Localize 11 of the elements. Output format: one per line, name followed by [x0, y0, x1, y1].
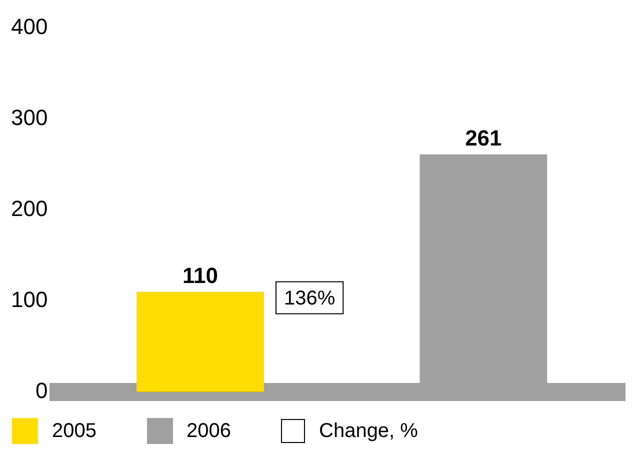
- y-tick-label: 300: [10, 105, 48, 130]
- legend-label: 2006: [186, 420, 231, 442]
- y-tick-label: 100: [10, 286, 48, 312]
- y-tick-label: 0: [35, 378, 48, 403]
- data-label: 110: [182, 262, 218, 288]
- y-tick-label: 200: [10, 196, 48, 221]
- text: Change, %: [319, 420, 418, 442]
- y-tick-label: 400: [10, 14, 48, 40]
- data-label: 261: [465, 125, 502, 150]
- legend-label: 2005: [52, 420, 96, 442]
- annotation: 136%: [284, 287, 336, 310]
